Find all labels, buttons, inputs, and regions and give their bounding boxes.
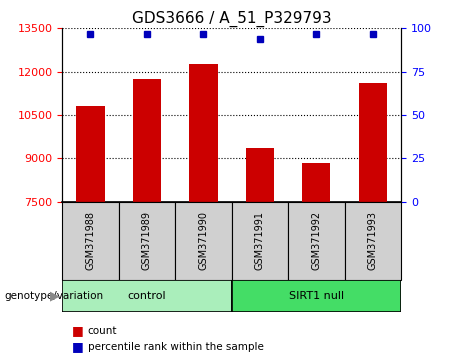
- Title: GDS3666 / A_51_P329793: GDS3666 / A_51_P329793: [132, 11, 331, 27]
- Text: GSM371990: GSM371990: [198, 211, 208, 270]
- Bar: [118, 202, 175, 280]
- Text: GSM371992: GSM371992: [311, 211, 321, 270]
- Bar: [231, 280, 401, 312]
- Bar: [77, 106, 105, 202]
- Text: GSM371993: GSM371993: [368, 211, 378, 270]
- Bar: [189, 64, 218, 202]
- Text: count: count: [88, 326, 117, 336]
- Bar: [246, 148, 274, 202]
- Text: GSM371989: GSM371989: [142, 211, 152, 270]
- Text: GSM371988: GSM371988: [85, 211, 95, 270]
- Text: genotype/variation: genotype/variation: [5, 291, 104, 301]
- Bar: [62, 202, 118, 280]
- Bar: [359, 83, 387, 202]
- Bar: [62, 280, 231, 312]
- Text: ▶: ▶: [50, 289, 60, 302]
- Text: percentile rank within the sample: percentile rank within the sample: [88, 342, 264, 352]
- Text: ■: ■: [71, 341, 83, 353]
- Bar: [344, 202, 401, 280]
- Text: GSM371991: GSM371991: [255, 211, 265, 270]
- Bar: [231, 202, 288, 280]
- Bar: [302, 163, 331, 202]
- Text: SIRT1 null: SIRT1 null: [289, 291, 344, 301]
- Bar: [175, 202, 231, 280]
- Bar: [288, 202, 344, 280]
- Bar: [133, 79, 161, 202]
- Text: control: control: [128, 291, 166, 301]
- Text: ■: ■: [71, 325, 83, 337]
